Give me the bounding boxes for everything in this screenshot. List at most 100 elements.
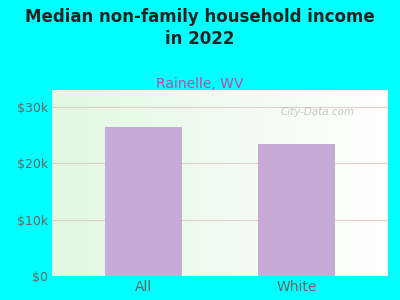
- Bar: [122, 90, 126, 276]
- Bar: [301, 90, 304, 276]
- Bar: [348, 90, 351, 276]
- Bar: [247, 90, 250, 276]
- Bar: [381, 90, 385, 276]
- Bar: [106, 90, 109, 276]
- Bar: [186, 90, 190, 276]
- Bar: [86, 90, 89, 276]
- Bar: [334, 90, 338, 276]
- Bar: [284, 90, 287, 276]
- Bar: [109, 90, 112, 276]
- Bar: [328, 90, 331, 276]
- Bar: [264, 90, 267, 276]
- Bar: [126, 90, 129, 276]
- Bar: [280, 90, 284, 276]
- Bar: [59, 90, 62, 276]
- Bar: [227, 90, 230, 276]
- Bar: [258, 143, 334, 276]
- Bar: [371, 90, 374, 276]
- Bar: [96, 90, 99, 276]
- Bar: [237, 90, 240, 276]
- Bar: [240, 90, 244, 276]
- Bar: [254, 90, 257, 276]
- Bar: [180, 90, 183, 276]
- Bar: [52, 90, 55, 276]
- Bar: [72, 90, 76, 276]
- Bar: [234, 90, 237, 276]
- Bar: [274, 90, 277, 276]
- Bar: [92, 90, 96, 276]
- Bar: [150, 90, 153, 276]
- Bar: [62, 90, 66, 276]
- Bar: [183, 90, 186, 276]
- Bar: [112, 90, 116, 276]
- Bar: [270, 90, 274, 276]
- Bar: [119, 90, 122, 276]
- Bar: [311, 90, 314, 276]
- Bar: [190, 90, 193, 276]
- Bar: [341, 90, 344, 276]
- Bar: [139, 90, 143, 276]
- Bar: [200, 90, 203, 276]
- Bar: [89, 90, 92, 276]
- Bar: [163, 90, 166, 276]
- Bar: [294, 90, 297, 276]
- Bar: [102, 90, 106, 276]
- Bar: [173, 90, 176, 276]
- Bar: [358, 90, 361, 276]
- Bar: [146, 90, 150, 276]
- Bar: [170, 90, 173, 276]
- Bar: [361, 90, 364, 276]
- Bar: [176, 90, 180, 276]
- Bar: [129, 90, 133, 276]
- Bar: [82, 90, 86, 276]
- Bar: [76, 90, 79, 276]
- Bar: [385, 90, 388, 276]
- Bar: [260, 90, 264, 276]
- Text: Rainelle, WV: Rainelle, WV: [156, 76, 244, 91]
- Bar: [338, 90, 341, 276]
- Bar: [79, 90, 82, 276]
- Bar: [321, 90, 324, 276]
- Bar: [210, 90, 213, 276]
- Bar: [230, 90, 234, 276]
- Bar: [160, 90, 163, 276]
- Bar: [193, 90, 196, 276]
- Bar: [331, 90, 334, 276]
- Bar: [304, 90, 307, 276]
- Bar: [166, 90, 170, 276]
- Bar: [257, 90, 260, 276]
- Bar: [267, 90, 270, 276]
- Bar: [106, 127, 182, 276]
- Bar: [374, 90, 378, 276]
- Bar: [351, 90, 354, 276]
- Bar: [136, 90, 139, 276]
- Text: City-Data.com: City-Data.com: [280, 107, 355, 117]
- Bar: [277, 90, 280, 276]
- Bar: [307, 90, 311, 276]
- Bar: [314, 90, 318, 276]
- Bar: [368, 90, 371, 276]
- Bar: [290, 90, 294, 276]
- Bar: [153, 90, 156, 276]
- Bar: [217, 90, 220, 276]
- Bar: [244, 90, 247, 276]
- Bar: [250, 90, 254, 276]
- Bar: [55, 90, 59, 276]
- Bar: [220, 90, 223, 276]
- Bar: [297, 90, 301, 276]
- Bar: [287, 90, 290, 276]
- Bar: [156, 90, 160, 276]
- Bar: [69, 90, 72, 276]
- Bar: [364, 90, 368, 276]
- Text: Median non-family household income
in 2022: Median non-family household income in 20…: [25, 8, 375, 48]
- Bar: [324, 90, 328, 276]
- Bar: [213, 90, 217, 276]
- Bar: [344, 90, 348, 276]
- Bar: [66, 90, 69, 276]
- Bar: [203, 90, 206, 276]
- Bar: [99, 90, 102, 276]
- Bar: [116, 90, 119, 276]
- Bar: [378, 90, 381, 276]
- Bar: [206, 90, 210, 276]
- Bar: [223, 90, 227, 276]
